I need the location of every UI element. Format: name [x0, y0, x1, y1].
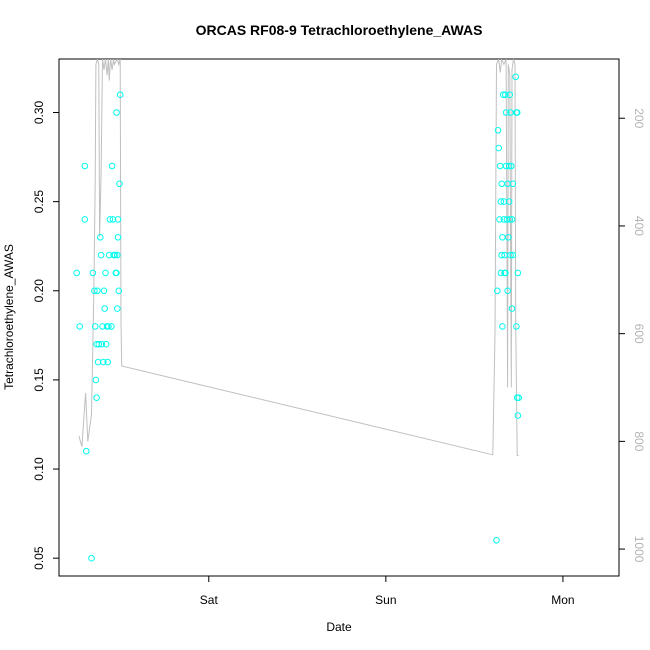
plot-frame — [58, 58, 620, 577]
data-point — [515, 394, 523, 402]
data-point — [507, 251, 514, 259]
data-point — [506, 91, 514, 98]
data-point — [100, 287, 108, 295]
data-point — [501, 269, 508, 277]
data-point — [498, 180, 506, 188]
data-point — [503, 216, 511, 223]
data-point — [114, 216, 122, 223]
data-point — [93, 394, 100, 402]
data-point — [497, 269, 505, 277]
y-tick-label: 0.25 — [32, 190, 46, 214]
data-point — [496, 162, 504, 170]
right-tick-label: 1000 — [632, 536, 646, 563]
x-tick-label: Sun — [375, 593, 396, 607]
right-tick-label: 800 — [632, 431, 646, 451]
data-point — [508, 162, 515, 170]
data-point — [100, 358, 107, 366]
x-tick-label: Sat — [200, 593, 219, 607]
data-point — [512, 73, 520, 81]
data-point — [509, 180, 517, 188]
data-point — [111, 251, 119, 259]
right-tick-label: 200 — [632, 108, 646, 128]
data-point — [114, 251, 121, 259]
data-point — [94, 287, 101, 295]
data-point — [91, 287, 98, 295]
data-point — [73, 269, 80, 277]
data-point — [81, 216, 89, 223]
data-point — [505, 234, 512, 241]
data-point — [494, 287, 501, 295]
data-point — [108, 162, 116, 170]
data-point — [116, 180, 123, 188]
data-point — [513, 109, 521, 116]
data-point — [506, 216, 514, 223]
y-axis-label: Tetrachloroethylene_AWAS — [2, 244, 16, 390]
altitude-line-layer — [78, 59, 519, 456]
x-axis-label: Date — [326, 620, 352, 634]
right-tick-label: 600 — [632, 324, 646, 344]
data-point — [102, 269, 109, 277]
y-tick-label: 0.30 — [32, 100, 46, 124]
data-point — [509, 251, 517, 259]
axes-layer: Sat Sun Mon 0.05 0.10 0.15 0.20 0.25 0.30 200 400 6… — [32, 100, 646, 607]
altitude-line — [78, 59, 519, 456]
y-tick-label: 0.20 — [32, 279, 46, 303]
data-point — [101, 305, 108, 312]
data-point — [104, 358, 111, 366]
y-tick-label: 0.15 — [32, 368, 46, 392]
data-point — [106, 216, 114, 223]
data-point — [499, 323, 506, 330]
data-point — [499, 91, 507, 98]
data-point — [508, 305, 516, 312]
data-point — [83, 447, 90, 455]
data-point — [115, 287, 123, 295]
data-point — [499, 234, 506, 241]
data-point — [497, 198, 505, 205]
data-point — [95, 340, 103, 348]
chart-title: ORCAS RF08-9 Tetrachloroethylene_AWAS — [196, 22, 483, 38]
data-point — [108, 323, 115, 330]
data-point — [504, 287, 511, 295]
data-point — [494, 127, 502, 134]
data-point — [97, 251, 105, 259]
data-point — [113, 269, 120, 277]
data-point — [513, 323, 520, 330]
data-point — [514, 412, 522, 419]
x-tick-label: Mon — [551, 593, 574, 607]
data-point — [116, 91, 124, 98]
data-point — [498, 251, 506, 259]
data-point — [496, 216, 503, 223]
data-point — [92, 376, 100, 384]
data-point — [89, 269, 97, 277]
data-point — [114, 305, 121, 312]
y-tick-label: 0.05 — [32, 546, 46, 570]
data-point — [97, 234, 104, 241]
data-point — [508, 216, 516, 223]
data-point — [114, 234, 122, 241]
y-tick-label: 0.10 — [32, 457, 46, 481]
right-tick-label: 400 — [632, 216, 646, 236]
data-point — [505, 162, 513, 170]
data-point — [495, 144, 503, 152]
data-point — [76, 323, 83, 330]
data-point — [91, 323, 99, 330]
data-point — [502, 91, 509, 98]
scatter-points-layer — [73, 73, 523, 562]
data-point — [493, 537, 500, 544]
data-point — [505, 198, 513, 205]
data-point — [102, 340, 110, 348]
data-point — [88, 554, 95, 562]
data-point — [113, 109, 120, 116]
data-point — [514, 269, 522, 277]
data-point — [81, 162, 89, 170]
data-point — [105, 323, 112, 330]
data-point — [502, 109, 510, 116]
data-point — [98, 340, 106, 348]
